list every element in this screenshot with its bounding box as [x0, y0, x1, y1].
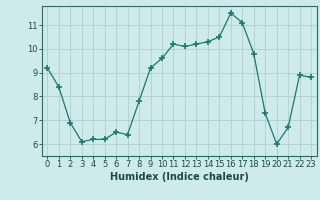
X-axis label: Humidex (Indice chaleur): Humidex (Indice chaleur) [110, 172, 249, 182]
